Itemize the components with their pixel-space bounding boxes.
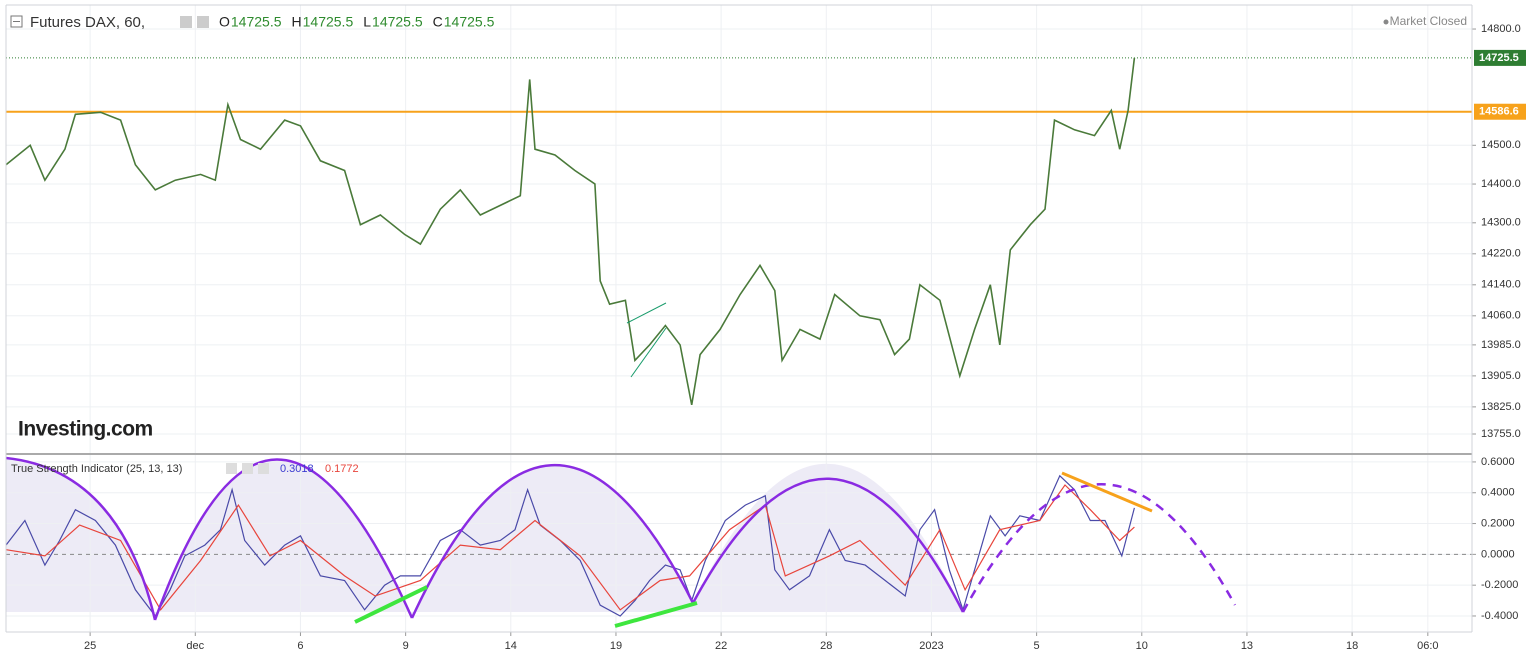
x-tick-label: 19 xyxy=(610,640,622,652)
x-tick-label: 13 xyxy=(1241,640,1253,652)
settings-icon[interactable] xyxy=(180,16,192,28)
wedge-line xyxy=(630,327,667,378)
cycle-arc xyxy=(691,477,965,613)
y-tick-label: 14800.0 xyxy=(1481,23,1521,35)
trend-line xyxy=(1061,471,1153,513)
chart-title: Futures DAX, 60, xyxy=(30,14,145,31)
ohlc-readout: O 14725.5 H 14725.5 L 14725.5 C 14725.5 xyxy=(219,14,495,30)
y-tick-label: 0.4000 xyxy=(1481,487,1515,499)
grid: 14800.014500.014400.014300.014220.014140… xyxy=(6,5,1521,652)
y-tick-label: 14220.0 xyxy=(1481,248,1521,260)
close-icon[interactable] xyxy=(258,463,269,474)
series-line xyxy=(5,57,1136,406)
market-status: Market Closed xyxy=(1390,14,1467,28)
x-tick-label: dec xyxy=(186,640,204,652)
ohlc-value: 14725.5 xyxy=(444,14,495,30)
y-tick-label: -0.2000 xyxy=(1481,579,1518,591)
settings-icon[interactable] xyxy=(242,463,253,474)
x-tick-label: 2023 xyxy=(919,640,943,652)
price-level-label: 14586.6 xyxy=(1479,106,1519,118)
y-tick-label: 0.2000 xyxy=(1481,517,1515,529)
y-tick-label: 14060.0 xyxy=(1481,310,1521,322)
y-tick-label: 14300.0 xyxy=(1481,217,1521,229)
ohlc-label: O xyxy=(219,14,230,30)
y-tick-label: 13905.0 xyxy=(1481,370,1521,382)
annotations-back xyxy=(6,458,963,620)
ohlc-value: 14725.5 xyxy=(303,14,354,30)
y-tick-label: 13755.0 xyxy=(1481,428,1521,440)
projected-arc xyxy=(961,483,1237,613)
x-tick-label: 14 xyxy=(505,640,517,652)
collapse-icon[interactable] xyxy=(10,15,23,28)
x-tick-label: 5 xyxy=(1034,640,1040,652)
ohlc-label: C xyxy=(433,14,443,30)
y-tick-label: 0.0000 xyxy=(1481,548,1515,560)
indicator-title: True Strength Indicator (25, 13, 13) xyxy=(11,463,182,475)
x-tick-label: 25 xyxy=(84,640,96,652)
divergence-line xyxy=(354,585,428,624)
x-tick-label: 06:0 xyxy=(1417,640,1438,652)
x-tick-label: 18 xyxy=(1346,640,1358,652)
annotations xyxy=(5,302,1237,628)
price-level-box xyxy=(1474,49,1526,66)
wedge-line xyxy=(626,302,667,324)
y-tick-label: 0.6000 xyxy=(1481,456,1515,468)
indicator-value: 0.3018 xyxy=(280,463,314,475)
settings-icon[interactable] xyxy=(197,16,209,28)
price-level-box xyxy=(1474,103,1526,120)
x-tick-label: 6 xyxy=(297,640,303,652)
plots: 14725.5 14586.6 xyxy=(5,49,1526,618)
ohlc-label: H xyxy=(292,14,302,30)
y-tick-label: 14500.0 xyxy=(1481,139,1521,151)
cycle-arc xyxy=(153,458,414,621)
ohlc-value: 14725.5 xyxy=(372,14,423,30)
cycle-arc xyxy=(410,463,695,619)
status-dot xyxy=(1383,19,1389,25)
watermark: Investing.com xyxy=(18,418,153,441)
x-tick-label: 22 xyxy=(715,640,727,652)
ohlc-value: 14725.5 xyxy=(231,14,282,30)
x-tick-label: 10 xyxy=(1136,640,1148,652)
indicator-value: 0.1772 xyxy=(325,463,359,475)
y-tick-label: 14140.0 xyxy=(1481,279,1521,291)
settings-icon[interactable] xyxy=(226,463,237,474)
y-tick-label: -0.4000 xyxy=(1481,610,1518,622)
x-tick-label: 9 xyxy=(403,640,409,652)
price-level-label: 14725.5 xyxy=(1479,52,1519,64)
divergence-line xyxy=(614,601,698,628)
ohlc-label: L xyxy=(363,14,371,30)
x-tick-label: 28 xyxy=(820,640,832,652)
y-tick-label: 13985.0 xyxy=(1481,339,1521,351)
y-tick-label: 14400.0 xyxy=(1481,178,1521,190)
cycle-arc xyxy=(5,456,157,621)
series-line xyxy=(5,484,1135,611)
shaded-area xyxy=(6,458,963,620)
y-tick-label: 13825.0 xyxy=(1481,401,1521,413)
